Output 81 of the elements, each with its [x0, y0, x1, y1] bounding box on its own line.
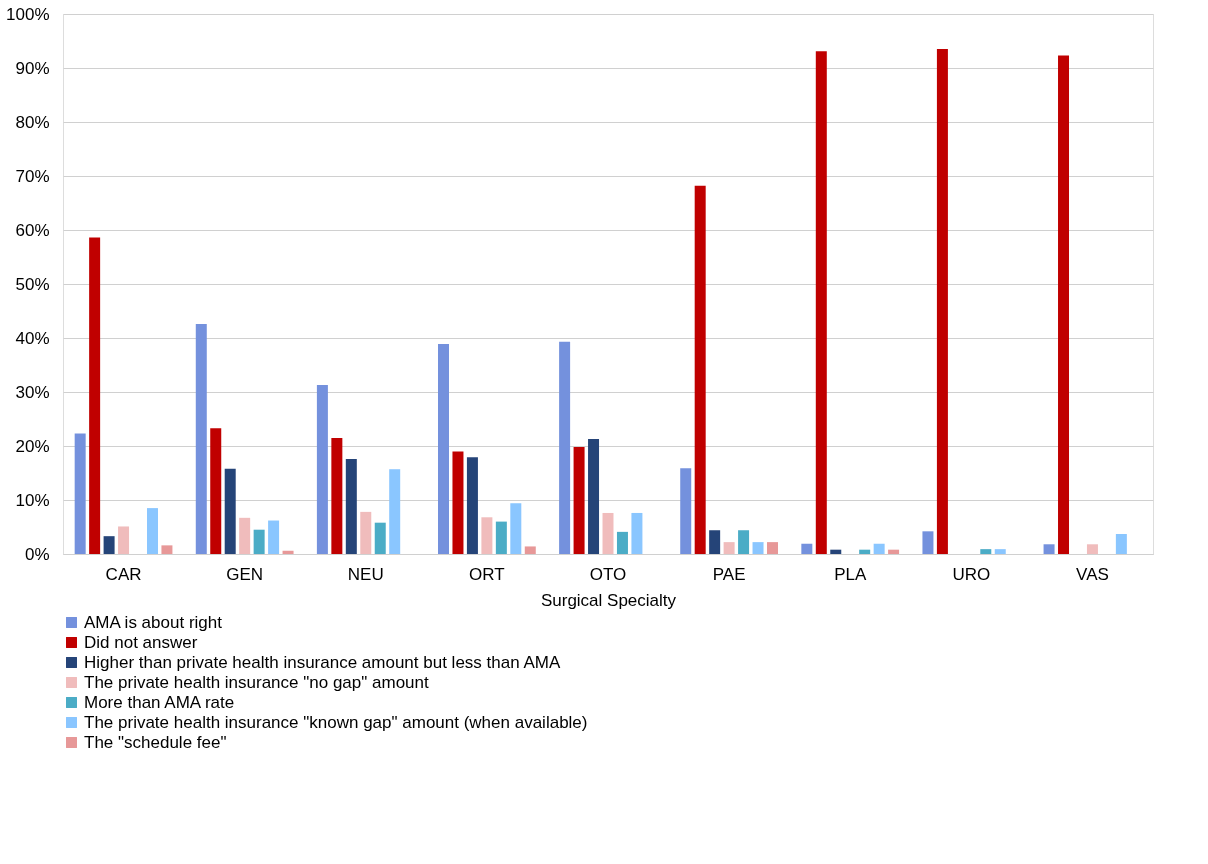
y-tick-label: 70% — [15, 166, 50, 186]
bar — [830, 549, 842, 554]
bar — [268, 520, 280, 554]
bar — [495, 521, 507, 554]
bar — [452, 451, 464, 554]
bar — [316, 384, 328, 554]
legend-label: Higher than private health insurance amount but less than AMA — [84, 652, 561, 672]
bar — [253, 529, 265, 554]
bar — [1043, 544, 1055, 554]
bar — [994, 549, 1006, 554]
bar — [602, 512, 614, 554]
legend-label: AMA is about right — [84, 612, 223, 632]
bar — [694, 185, 706, 554]
bar — [723, 542, 735, 554]
bar — [922, 531, 934, 554]
bar — [510, 503, 522, 554]
y-tick-label: 50% — [15, 274, 50, 294]
bar — [466, 457, 478, 554]
y-tick-label: 40% — [15, 328, 50, 348]
bar — [345, 458, 357, 554]
bar — [709, 530, 721, 554]
y-tick-label: 20% — [15, 436, 50, 456]
bar — [815, 51, 827, 554]
y-tick-label: 0% — [24, 544, 50, 564]
y-tick-label: 30% — [15, 382, 50, 402]
x-tick-label: NEU — [347, 564, 384, 584]
bar — [752, 542, 764, 554]
bar — [146, 508, 158, 554]
bar — [224, 468, 236, 554]
bar — [1115, 534, 1127, 554]
legend-label: The private health insurance "known gap" amount (when available) — [84, 712, 588, 732]
x-tick-label: PLA — [834, 564, 867, 584]
bar — [738, 530, 750, 554]
bar — [980, 549, 992, 554]
y-tick-label: 100% — [6, 4, 50, 24]
bar — [331, 437, 343, 554]
bar — [89, 237, 101, 554]
x-tick-label: PAE — [712, 564, 746, 584]
y-tick-label: 80% — [15, 112, 50, 132]
bar — [573, 447, 585, 554]
bar — [873, 543, 885, 554]
bar — [389, 469, 401, 554]
bar — [481, 517, 493, 554]
x-axis-title: Surgical Specialty — [540, 590, 677, 610]
x-tick-label: CAR — [105, 564, 142, 584]
bar — [1086, 544, 1098, 554]
bar — [631, 512, 643, 554]
bar — [888, 549, 900, 554]
bar — [161, 545, 173, 554]
bar — [360, 511, 372, 554]
bar — [936, 49, 948, 554]
bar — [118, 526, 130, 554]
bar — [524, 546, 536, 554]
bar — [588, 438, 600, 554]
x-tick-label: ORT — [469, 564, 505, 584]
bar — [1058, 55, 1070, 554]
legend-label: The "schedule fee" — [84, 732, 227, 752]
bar — [374, 522, 386, 554]
bar — [239, 517, 251, 554]
bar — [766, 542, 778, 554]
bar — [859, 549, 871, 554]
bar — [438, 343, 450, 554]
bar — [210, 428, 222, 554]
legend-label: The private health insurance "no gap" amount — [84, 672, 430, 692]
x-tick-label: VAS — [1076, 564, 1109, 584]
bar — [559, 341, 571, 554]
legend-label: Did not answer — [84, 632, 198, 652]
x-tick-label: OTO — [589, 564, 627, 584]
bar — [74, 433, 86, 554]
x-tick-label: URO — [952, 564, 991, 584]
bar — [801, 543, 813, 554]
bar — [282, 550, 294, 554]
x-tick-label: GEN — [226, 564, 264, 584]
y-tick-label: 90% — [15, 58, 50, 78]
legend-label: More than AMA rate — [84, 692, 235, 712]
y-tick-label: 10% — [15, 490, 50, 510]
bar — [680, 468, 692, 554]
bar — [103, 536, 115, 554]
bar — [616, 531, 628, 554]
y-tick-label: 60% — [15, 220, 50, 240]
bar — [195, 323, 207, 554]
